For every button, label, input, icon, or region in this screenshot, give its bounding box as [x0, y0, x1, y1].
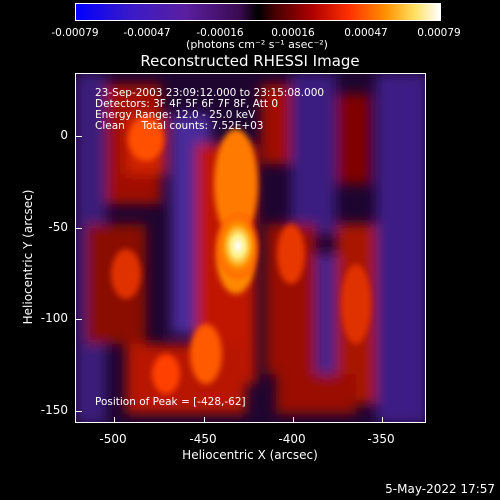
y-axis-label: Heliocentric Y (arcsec): [21, 189, 35, 325]
x-tick-mark: [382, 417, 383, 422]
detectors-label: Detectors: 3F 4F 5F 6F 7F 8F, Att 0: [95, 98, 279, 110]
colorbar-units: (photons cm⁻² s⁻¹ asec⁻²): [186, 38, 328, 51]
colorbar-tick: 0.00047: [344, 27, 388, 39]
y-tick-mark: [76, 228, 82, 229]
colorbar-tick: -0.00016: [196, 27, 244, 39]
time-range-label: 23-Sep-2003 23:09:12.000 to 23:15:08.000: [95, 87, 325, 99]
y-tick-label: -100: [40, 311, 68, 325]
y-tick-label: -150: [40, 403, 68, 417]
y-tick-label: -50: [48, 220, 68, 234]
y-tick-mark: [76, 136, 82, 137]
colorbar: [75, 3, 441, 21]
x-tick-label: -400: [278, 432, 306, 446]
colorbar-tick: 0.00079: [417, 27, 461, 39]
clean-counts-label: Clean Total counts: 7.52E+03: [95, 120, 264, 132]
y-tick-label: 0: [60, 128, 68, 142]
x-tick-mark: [293, 417, 294, 422]
y-tick-mark: [76, 411, 82, 412]
peak-position-label: Position of Peak = [-428,-62]: [95, 396, 246, 408]
colorbar-tick: -0.00047: [123, 27, 171, 39]
y-tick-mark: [76, 319, 82, 320]
x-tick-label: -350: [367, 432, 395, 446]
x-tick-mark: [204, 417, 205, 422]
colorbar-tick: -0.00079: [51, 27, 99, 39]
x-tick-label: -500: [99, 432, 127, 446]
x-tick-mark: [114, 417, 115, 422]
flux-map: [76, 74, 425, 422]
energy-range-label: Energy Range: 12.0 - 25.0 keV: [95, 109, 256, 121]
colorbar-tick: 0.00016: [271, 27, 315, 39]
timestamp: 5-May-2022 17:57: [385, 482, 495, 496]
rhessi-image: [75, 73, 426, 423]
plot-title: Reconstructed RHESSI Image: [140, 52, 360, 70]
x-axis-label: Heliocentric X (arcsec): [182, 448, 318, 462]
x-tick-label: -450: [189, 432, 217, 446]
